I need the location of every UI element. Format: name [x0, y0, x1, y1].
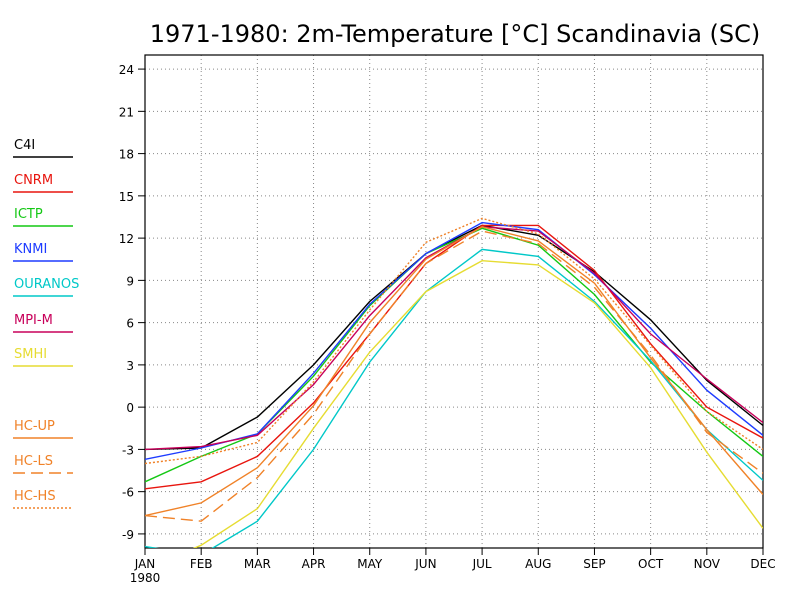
series-line-hc-hs	[145, 217, 763, 465]
y-tick-label: 3	[126, 359, 134, 373]
legend-label: ICTP	[14, 207, 43, 222]
grid-lines	[145, 55, 763, 548]
series-lines	[145, 217, 763, 548]
y-tick-label: 9	[126, 274, 134, 288]
legend-label: SMHI	[14, 347, 47, 362]
y-tick-label: 12	[119, 232, 134, 246]
series-line-hc-ls	[145, 230, 763, 522]
legend-label: HC-LS	[14, 454, 53, 469]
y-tick-label: -3	[122, 443, 134, 457]
y-tick-label: 21	[119, 105, 134, 119]
legend-label: OURANOS	[14, 277, 79, 292]
legend-label: HC-UP	[14, 419, 55, 434]
y-tick-label: 6	[126, 317, 134, 331]
x-tick-label: JUL	[472, 557, 492, 571]
series-line-knmi	[145, 221, 763, 460]
legend-label: CNRM	[14, 173, 53, 188]
chart-title: 1971-1980: 2m-Temperature [°C] Scandinav…	[150, 20, 761, 48]
x-tick-label: NOV	[694, 557, 721, 571]
x-year-label: 1980	[130, 571, 161, 585]
legend: C4I CNRM ICTP KNMI OURANOS MPI-M SMHI HC-UP HC-L…	[13, 138, 79, 509]
series-line-ouranos	[145, 248, 763, 548]
axes: -9 -6 -3 0 3 6 9 12 15 18 21 24 JAN FEB MAR APR MAY JUN JU…	[119, 54, 776, 585]
x-tick-label: SEP	[583, 557, 605, 571]
legend-label: C4I	[14, 138, 35, 153]
x-tick-label: APR	[302, 557, 326, 571]
x-tick-label: OCT	[638, 557, 664, 571]
legend-label: KNMI	[14, 242, 47, 257]
legend-label: MPI-M	[14, 313, 53, 328]
series-line-c4i	[145, 224, 763, 451]
x-tick-label: JUN	[414, 557, 436, 571]
x-tick-label: MAY	[357, 557, 383, 571]
x-tick-label: MAR	[244, 557, 271, 571]
x-tick-label: FEB	[190, 557, 213, 571]
y-tick-label: 0	[126, 401, 134, 415]
series-line-smhi	[192, 259, 763, 548]
series-line-hc-up	[145, 226, 763, 517]
series-line-ictp	[145, 227, 763, 483]
y-tick-label: 24	[119, 63, 134, 77]
y-tick-label: 18	[119, 148, 134, 162]
series-line-mpi-m	[145, 226, 763, 451]
y-tick-label: -9	[122, 528, 134, 542]
x-tick-label: JAN	[134, 557, 156, 571]
plot-frame	[144, 54, 764, 549]
series-line-cnrm	[145, 224, 763, 490]
y-tick-label: -6	[122, 486, 134, 500]
x-tick-label: AUG	[525, 557, 551, 571]
legend-label: HC-HS	[14, 489, 56, 504]
y-tick-label: 15	[119, 190, 134, 204]
x-tick-label: DEC	[750, 557, 775, 571]
